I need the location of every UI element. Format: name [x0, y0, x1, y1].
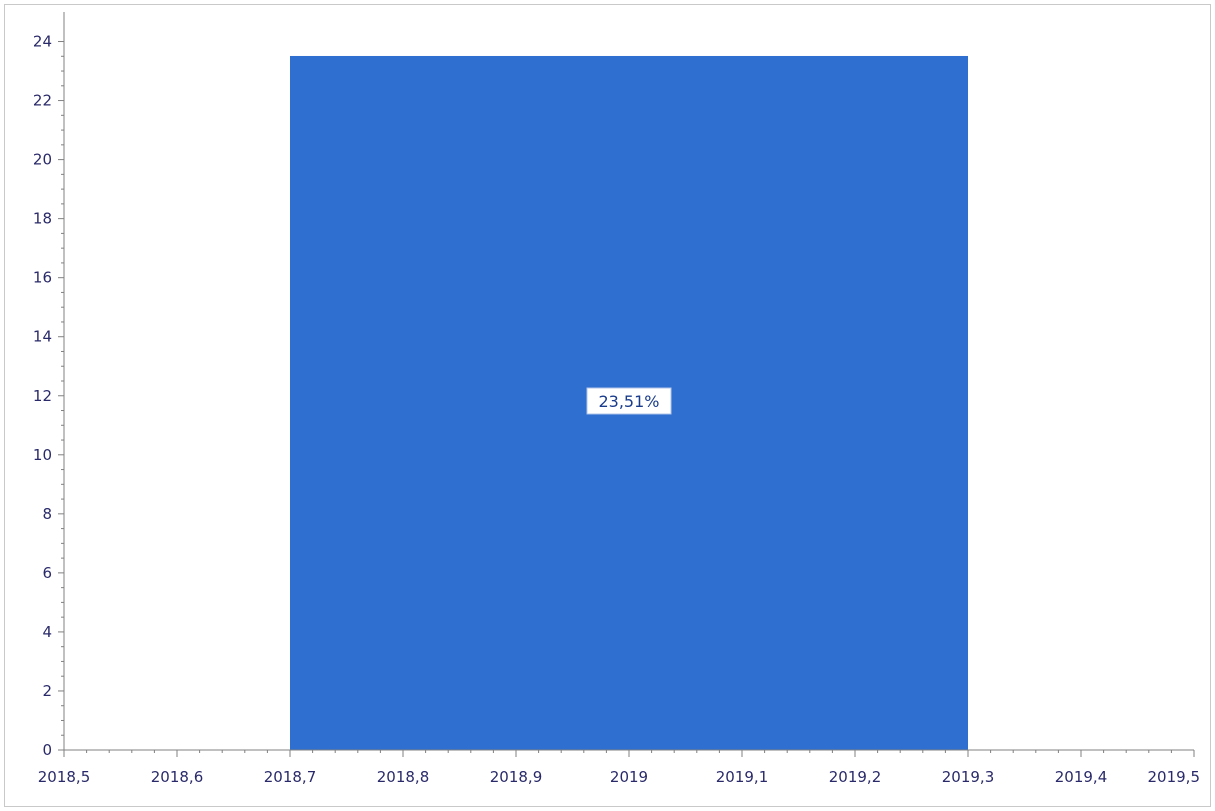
x-tick-label: 2019 — [610, 768, 648, 786]
y-tick-label: 20 — [33, 151, 52, 169]
x-tick-label: 2018,7 — [264, 768, 317, 786]
y-tick-label: 12 — [33, 387, 52, 405]
x-tick-label: 2019,2 — [829, 768, 882, 786]
x-tick-label: 2018,6 — [151, 768, 204, 786]
y-tick-label: 6 — [42, 564, 52, 582]
x-tick-label: 2019,5 — [1148, 768, 1201, 786]
x-tick-label: 2018,8 — [377, 768, 430, 786]
y-tick-label: 22 — [33, 92, 52, 110]
y-tick-label: 4 — [42, 623, 52, 641]
x-tick-label: 2019,3 — [942, 768, 995, 786]
y-tick-label: 0 — [42, 741, 52, 759]
x-tick-label: 2019,4 — [1055, 768, 1108, 786]
y-tick-label: 24 — [33, 33, 52, 51]
y-tick-label: 8 — [42, 505, 52, 523]
y-tick-label: 10 — [33, 446, 52, 464]
y-tick-label: 2 — [42, 682, 52, 700]
x-tick-label: 2018,5 — [38, 768, 91, 786]
y-tick-label: 18 — [33, 210, 52, 228]
data-label-box-0 — [586, 387, 672, 415]
data-labels: 23,51% — [586, 387, 672, 415]
data-label-0: 23,51% — [598, 392, 659, 411]
x-tick-label: 2019,1 — [716, 768, 769, 786]
y-tick-label: 14 — [33, 328, 52, 346]
x-tick-label: 2018,9 — [490, 768, 543, 786]
y-tick-label: 16 — [33, 269, 52, 287]
